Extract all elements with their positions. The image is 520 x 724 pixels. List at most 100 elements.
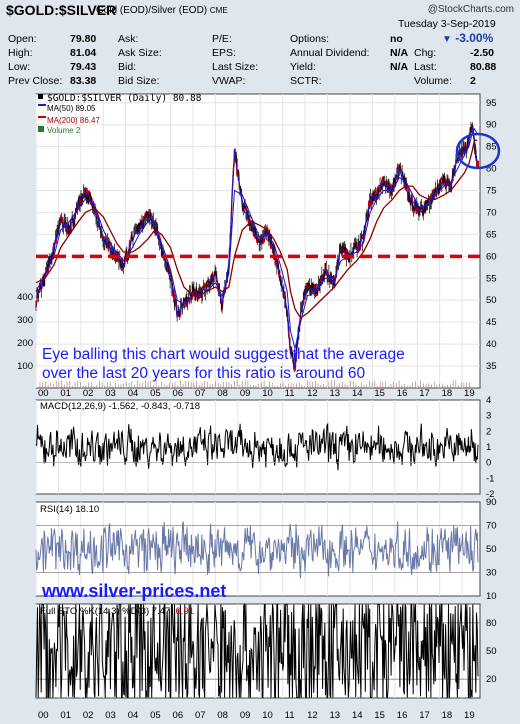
quote-value: 83.38 bbox=[70, 75, 97, 87]
x-tick-label: 07 bbox=[195, 388, 206, 399]
macd-tick-label: 0 bbox=[486, 458, 491, 469]
ma200-legend-swatch bbox=[38, 116, 46, 118]
ma200-legend: MA(200) 86.47 bbox=[47, 116, 100, 125]
change-pct-text: -3.00% bbox=[455, 31, 494, 45]
x-tick-label: 06 bbox=[173, 710, 184, 721]
quote-label: Annual Dividend: bbox=[290, 47, 370, 59]
sto-tick-label: 80 bbox=[486, 618, 497, 629]
quote-label: Open: bbox=[8, 33, 37, 45]
price-tick-label: 55 bbox=[486, 273, 497, 284]
down-triangle-icon: ▼ bbox=[442, 34, 452, 45]
volume-legend: Volume 2 bbox=[47, 126, 81, 135]
annotation-line-2: over the last 20 years for this ratio is… bbox=[42, 365, 365, 382]
quote-label: Yield: bbox=[290, 61, 316, 73]
x-tick-label: 12 bbox=[307, 710, 318, 721]
price-tick-label: 60 bbox=[486, 251, 497, 262]
legends: $GOLD:$SILVER (Daily) 80.88 MA(50) 89.05… bbox=[38, 93, 202, 617]
volume-tick-label: 200 bbox=[17, 338, 33, 349]
exchange-label: CME bbox=[209, 6, 228, 15]
x-tick-label: 18 bbox=[442, 710, 453, 721]
sto-line bbox=[35, 602, 479, 698]
macd-tick-label: 1 bbox=[486, 442, 491, 453]
quote-date: Tuesday 3-Sep-2019 bbox=[398, 18, 496, 30]
quote-label: P/E: bbox=[212, 33, 232, 45]
sto-tick-label: 50 bbox=[486, 646, 497, 657]
x-tick-label: 14 bbox=[352, 388, 363, 399]
quote-label: Volume: bbox=[414, 75, 452, 87]
x-tick-label: 12 bbox=[307, 388, 318, 399]
quote-value: 80.88 bbox=[470, 61, 497, 73]
quote-value: N/A bbox=[390, 61, 409, 73]
x-tick-label: 08 bbox=[217, 710, 228, 721]
rsi-line bbox=[35, 521, 479, 579]
quote-label: VWAP: bbox=[212, 75, 246, 87]
last-price-marker bbox=[476, 160, 479, 169]
x-tick-label: 05 bbox=[150, 388, 161, 399]
x-tick-label: 04 bbox=[128, 388, 139, 399]
rsi-tick-label: 10 bbox=[486, 591, 497, 602]
quote-label: Bid: bbox=[118, 61, 137, 73]
quote-value: -2.50 bbox=[470, 47, 494, 59]
volume-tick-label: 300 bbox=[17, 315, 33, 326]
price-tick-label: 35 bbox=[486, 361, 497, 372]
x-tick-label: 09 bbox=[240, 388, 251, 399]
quote-label: Last: bbox=[414, 61, 437, 73]
symbol-title: $GOLD:$SILVER bbox=[6, 2, 117, 18]
ma50-legend: MA(50) 89.05 bbox=[47, 104, 96, 113]
price-tick-label: 40 bbox=[486, 339, 497, 350]
x-tick-label: 08 bbox=[217, 388, 228, 399]
quote-label: Options: bbox=[290, 33, 330, 45]
x-tick-label: 16 bbox=[397, 388, 408, 399]
x-tick-label: 10 bbox=[262, 710, 273, 721]
quote-label: Ask: bbox=[118, 33, 139, 45]
rsi-tick-label: 90 bbox=[486, 497, 497, 508]
macd-tick-label: -2 bbox=[486, 489, 494, 500]
rsi-legend: RSI(14) 18.10 bbox=[40, 504, 99, 515]
price-tick-label: 90 bbox=[486, 120, 497, 131]
x-tick-label: 01 bbox=[60, 710, 71, 721]
quote-value: 81.04 bbox=[70, 47, 97, 59]
price-tick-label: 50 bbox=[486, 295, 497, 306]
ma200-line bbox=[35, 139, 478, 319]
chart-panels: 3540455055606570758085909510020030040000… bbox=[17, 93, 501, 721]
macd-tick-label: 3 bbox=[486, 411, 491, 422]
x-tick-label: 13 bbox=[330, 388, 341, 399]
annotation-line-1: Eye balling this chart would suggest tha… bbox=[42, 346, 405, 363]
quote-label: Ask Size: bbox=[118, 47, 162, 59]
x-tick-label: 17 bbox=[419, 388, 430, 399]
x-tick-label: 13 bbox=[330, 710, 341, 721]
price-tick-label: 85 bbox=[486, 142, 497, 153]
price-legend: $GOLD:$SILVER (Daily) 80.88 bbox=[47, 93, 202, 104]
ma50-legend-swatch bbox=[38, 104, 46, 106]
price-tick-label: 65 bbox=[486, 229, 497, 240]
macd-tick-label: 4 bbox=[486, 395, 491, 406]
sto-legend-k: Full STO %K(14,3) %D(3) 7.47, bbox=[40, 606, 173, 617]
x-tick-label: 19 bbox=[464, 388, 475, 399]
x-tick-label: 02 bbox=[83, 710, 94, 721]
rsi-tick-label: 70 bbox=[486, 521, 497, 532]
x-tick-label: 02 bbox=[83, 388, 94, 399]
x-tick-label: 16 bbox=[397, 710, 408, 721]
x-tick-label: 14 bbox=[352, 710, 363, 721]
x-tick-label: 17 bbox=[419, 710, 430, 721]
x-tick-label: 05 bbox=[150, 710, 161, 721]
x-tick-label: 15 bbox=[374, 388, 385, 399]
quote-label: Bid Size: bbox=[118, 75, 160, 87]
quote-label: High: bbox=[8, 47, 33, 59]
x-tick-label: 01 bbox=[60, 388, 71, 399]
subtitle-text: Gold (EOD)/Silver (EOD) bbox=[96, 5, 208, 16]
sto-legend: Full STO %K(14,3) %D(3) 7.47, 6.91 bbox=[40, 606, 194, 617]
rsi-tick-label: 50 bbox=[486, 544, 497, 555]
macd-tick-label: -1 bbox=[486, 473, 494, 484]
change-percent: ▼ -3.00% bbox=[442, 31, 493, 45]
quote-label: Low: bbox=[8, 61, 31, 73]
rsi-tick-label: 30 bbox=[486, 568, 497, 579]
x-tick-label: 06 bbox=[173, 388, 184, 399]
stockcharts-logo[interactable]: @StockCharts.com bbox=[427, 4, 514, 15]
x-tick-label: 07 bbox=[195, 710, 206, 721]
price-tick-label: 80 bbox=[486, 164, 497, 175]
quote-label: Prev Close: bbox=[8, 75, 63, 87]
quote-value: 79.43 bbox=[70, 61, 97, 73]
quote-value: 79.80 bbox=[70, 33, 97, 45]
